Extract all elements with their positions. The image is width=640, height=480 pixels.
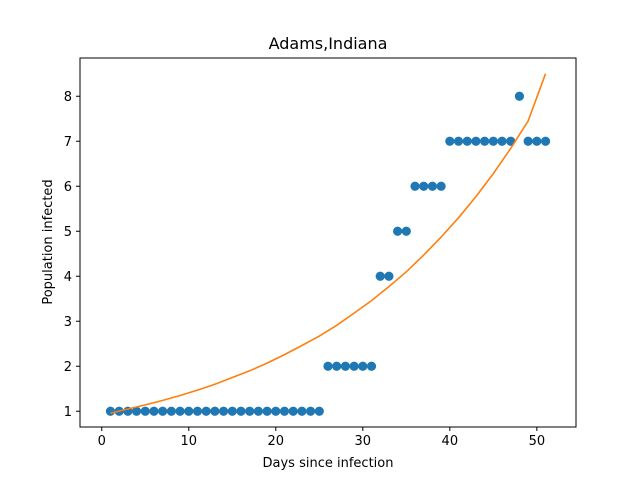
data-point [305,406,316,416]
y-tick-label: 3 [64,315,72,330]
x-tick-label: 0 [98,434,106,449]
data-point [218,406,229,416]
axes-frame [79,57,577,428]
plot-area [105,73,551,416]
data-point [384,271,394,281]
data-point [131,406,142,416]
data-point [201,406,211,416]
data-point [462,136,472,146]
data-point [332,361,342,371]
data-point [262,406,272,416]
y-tick-label: 7 [64,135,72,150]
x-axis-label: Days since infection [263,456,394,471]
x-tick-label: 30 [355,434,372,449]
data-point [401,226,411,236]
data-point [166,406,176,416]
data-point [453,136,464,146]
data-point [149,406,159,416]
y-axis-label: Population infected [41,179,56,304]
data-point [488,136,498,146]
y-tick-label: 8 [64,90,72,105]
data-point [358,361,368,371]
data-point [497,136,507,146]
data-point [236,406,246,416]
y-axis: 1 2 3 4 5 6 7 8 [64,90,80,420]
fit-line [110,73,547,414]
y-tick-label: 2 [64,360,72,375]
chart-title: Adams,Indiana [269,34,388,53]
data-point [532,136,542,146]
data-point [445,136,455,146]
data-point [175,406,185,416]
data-point [288,406,298,416]
data-point [297,406,307,416]
data-point [393,226,403,236]
y-tick-label: 6 [64,180,72,195]
data-point [366,361,377,371]
data-point [410,181,420,191]
data-point [140,406,150,416]
y-tick-label: 4 [64,270,72,285]
data-point [540,136,551,146]
y-tick-label: 5 [64,225,72,240]
data-point [349,361,359,371]
data-point [279,406,290,416]
x-tick-label: 10 [180,434,197,449]
data-point [471,136,481,146]
data-point [523,136,533,146]
data-point [314,406,324,416]
data-point [419,181,429,191]
data-point [271,406,281,416]
data-point [427,181,438,191]
data-point [480,136,490,146]
data-point [375,271,385,281]
data-point [253,406,263,416]
data-point [514,91,525,101]
data-point [340,361,351,371]
data-point [192,406,203,416]
data-point [323,361,333,371]
x-tick-label: 40 [442,434,459,449]
data-point [227,406,237,416]
x-axis: 0 10 20 30 40 50 [98,427,546,449]
x-tick-label: 20 [268,434,285,449]
data-point [105,406,116,416]
data-point [184,406,194,416]
data-point [245,406,255,416]
y-tick-label: 1 [64,405,72,420]
x-tick-label: 50 [529,434,546,449]
data-point [210,406,220,416]
data-point [436,181,446,191]
data-point [158,406,168,416]
